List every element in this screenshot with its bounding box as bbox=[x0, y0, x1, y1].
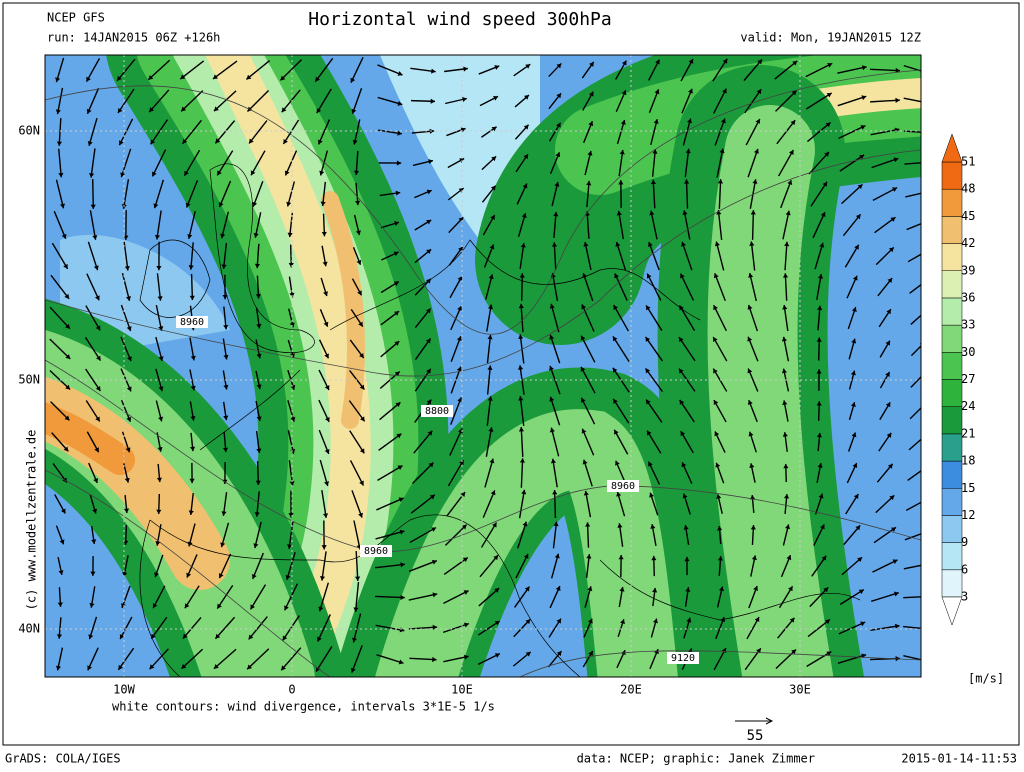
colorbar-label: 30 bbox=[961, 345, 975, 359]
colorbar-label: 48 bbox=[961, 182, 975, 196]
colorbar-swatch bbox=[942, 461, 962, 488]
colorbar-label: 45 bbox=[961, 209, 975, 223]
wind-arrow-head bbox=[926, 190, 931, 195]
lon-label: 10E bbox=[451, 683, 473, 697]
colorbar-label: 33 bbox=[961, 318, 975, 332]
lon-label: 30E bbox=[789, 683, 811, 697]
run-info: run: 14JAN2015 06Z +126h bbox=[47, 31, 220, 45]
colorbar-label: 21 bbox=[961, 426, 975, 440]
lon-label: 0 bbox=[288, 683, 295, 697]
colorbar-swatch bbox=[942, 325, 962, 352]
lat-label: 40N bbox=[18, 622, 40, 636]
colorbar-swatch bbox=[942, 189, 962, 216]
contour-label: 8800 bbox=[425, 406, 449, 417]
colorbar-cap bbox=[942, 597, 962, 625]
colorbar-swatch bbox=[942, 488, 962, 515]
copyright: (c) www.modellzentrale.de bbox=[25, 430, 39, 611]
valid-info: valid: Mon, 19JAN2015 12Z bbox=[740, 31, 921, 45]
model-name: NCEP GFS bbox=[47, 11, 105, 25]
wind-arrow-head bbox=[928, 594, 932, 599]
contour-label: 8960 bbox=[180, 317, 204, 328]
colorbar-label: 39 bbox=[961, 263, 975, 277]
wind-arrow-head bbox=[928, 659, 933, 664]
wind-arrow bbox=[93, 179, 94, 209]
colorbar-label: 27 bbox=[961, 372, 975, 386]
wind-arrow-head bbox=[925, 497, 930, 502]
colorbar-swatch bbox=[942, 352, 962, 379]
colorbar-swatch bbox=[942, 407, 962, 434]
lon-label: 10W bbox=[113, 683, 135, 697]
colorbar-swatch bbox=[942, 216, 962, 243]
colorbar-units: [m/s] bbox=[968, 672, 1004, 686]
contour-label: 8960 bbox=[611, 481, 635, 492]
contour-label: 9120 bbox=[671, 653, 695, 664]
wind-arrow-head bbox=[927, 71, 932, 76]
wind-arrow-head bbox=[921, 403, 926, 408]
wind-arrow-head bbox=[927, 561, 932, 566]
colorbar-swatch bbox=[942, 570, 962, 597]
colorbar-swatch bbox=[942, 244, 962, 271]
lon-label: 20E bbox=[620, 683, 642, 697]
colorbar-label: 51 bbox=[961, 155, 975, 169]
map-title: Horizontal wind speed 300hPa bbox=[308, 9, 611, 30]
wind-arrow-head bbox=[927, 160, 931, 165]
colorbar-label: 15 bbox=[961, 481, 975, 495]
wind-arrow-head bbox=[923, 466, 928, 471]
colorbar-swatch bbox=[942, 434, 962, 461]
wind-arrow-head bbox=[923, 250, 928, 254]
footer-left: GrADS: COLA/IGES bbox=[5, 752, 121, 766]
colorbar-swatch bbox=[942, 515, 962, 542]
colorbar-label: 42 bbox=[961, 236, 975, 250]
wind-arrow-head bbox=[928, 100, 933, 105]
colorbar-swatch bbox=[942, 380, 962, 407]
colorbar-swatch bbox=[942, 162, 962, 189]
wind-arrow-head bbox=[922, 434, 927, 439]
colorbar-label: 36 bbox=[961, 290, 975, 304]
wind-arrow bbox=[753, 210, 754, 240]
colorbar-swatch bbox=[942, 271, 962, 298]
lat-label: 60N bbox=[18, 124, 40, 138]
wind-arrow-head bbox=[926, 529, 931, 534]
wind-arrow-head bbox=[928, 626, 933, 631]
colorbar-label: 24 bbox=[961, 399, 975, 413]
colorbar-swatch bbox=[942, 298, 962, 325]
colorbar-label: 9 bbox=[961, 535, 968, 549]
colorbar-label: 18 bbox=[961, 454, 975, 468]
lat-label: 50N bbox=[18, 373, 40, 387]
wind-arrow-head bbox=[921, 281, 926, 286]
colorbar-cap bbox=[942, 134, 962, 162]
colorbar-label: 3 bbox=[961, 590, 968, 604]
colorbar-swatch bbox=[942, 543, 962, 570]
colorbar-label: 6 bbox=[961, 562, 968, 576]
wind-arrow-head bbox=[928, 130, 932, 135]
footer-center: data: NCEP; graphic: Janek Zimmer bbox=[577, 752, 815, 766]
contour-label: 8960 bbox=[364, 546, 388, 557]
footer-right: 2015-01-14-11:53 bbox=[901, 752, 1017, 766]
map-field bbox=[20, 40, 940, 700]
note: white contours: wind divergence, interva… bbox=[112, 700, 495, 714]
colorbar-label: 12 bbox=[961, 508, 975, 522]
wind-arrow-head bbox=[924, 220, 929, 225]
lon-labels: 10W 0 10E 20E 30E bbox=[113, 683, 811, 697]
ref-speed: 55 bbox=[747, 728, 764, 744]
